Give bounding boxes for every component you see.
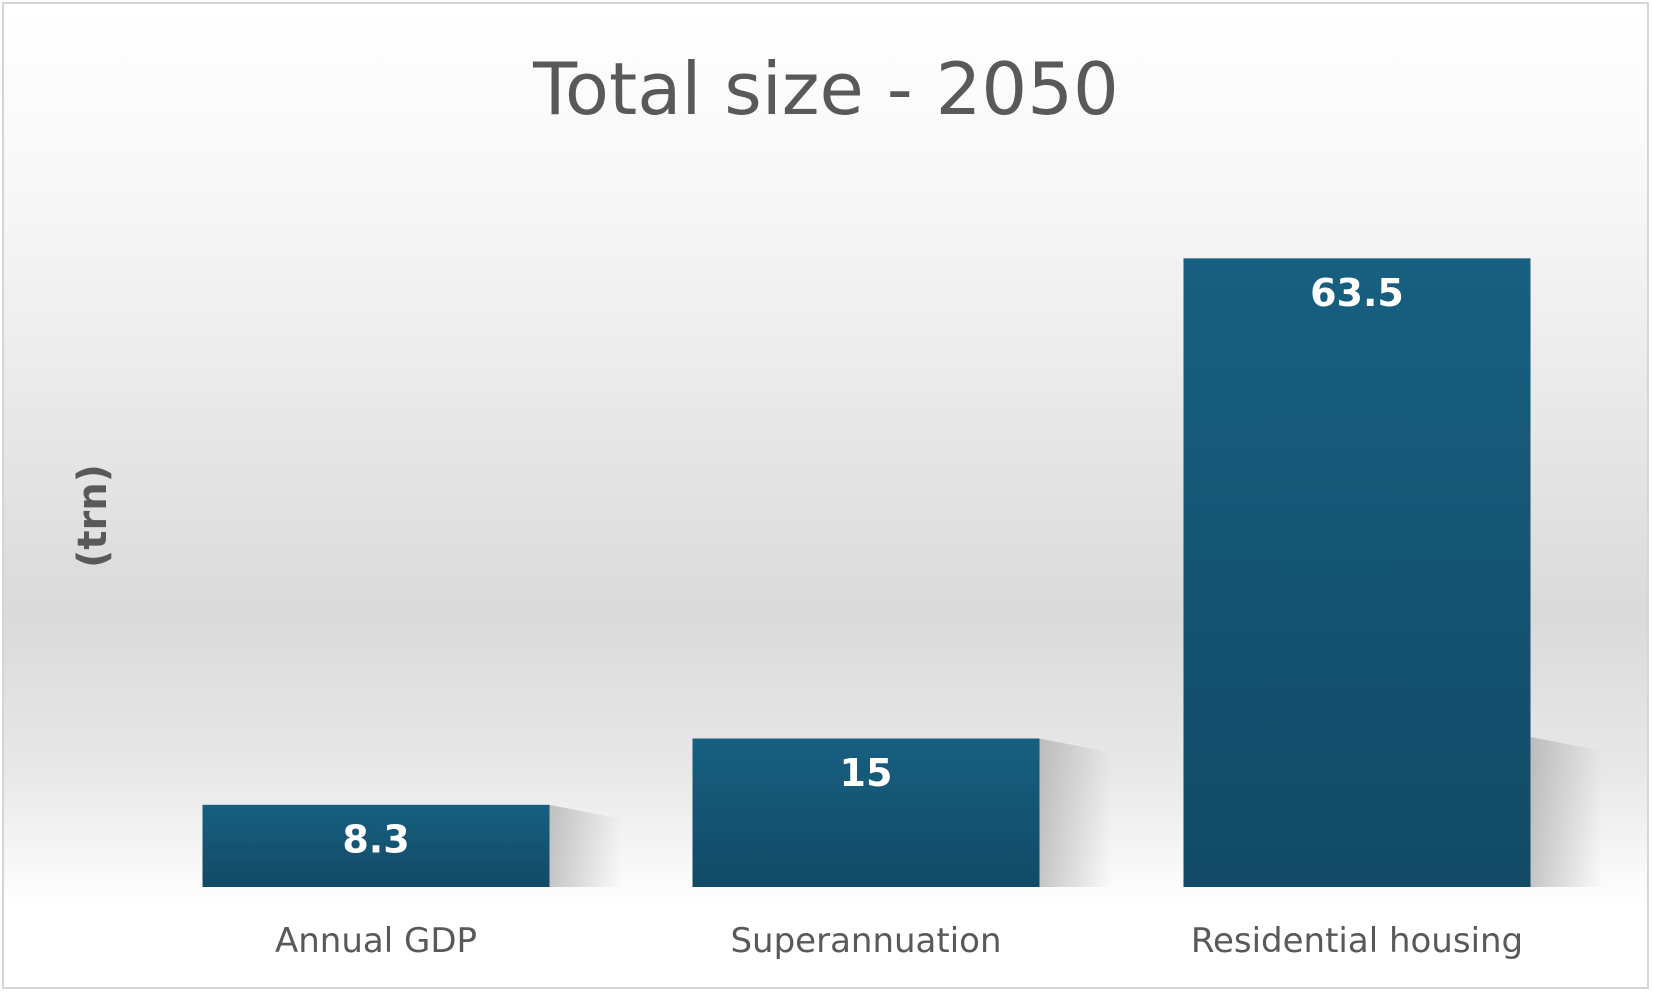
bar-shadow: [1039, 738, 1112, 887]
bar-annual-gdp: [202, 804, 550, 887]
bar-superannuation: [692, 738, 1040, 887]
bar-chart: Total size - 2050 (trn) 8.3 Annual GDP 15 S…: [70, 47, 1603, 961]
data-label-annual-gdp: 8.3: [342, 817, 409, 861]
bar-shadow: [1530, 737, 1603, 887]
data-label-superannuation: 15: [840, 751, 893, 795]
bar-shadow: [549, 804, 622, 887]
bar-residential-housing: [1183, 258, 1531, 888]
bar-series: 8.3 Annual GDP 15 Superannuation 63.5 Residen…: [202, 258, 1603, 961]
data-label-residential-housing: 63.5: [1310, 271, 1404, 315]
y-axis-label: (trn): [70, 464, 116, 568]
x-tick-label-superannuation: Superannuation: [730, 921, 1001, 961]
x-tick-label-residential-housing: Residential housing: [1191, 921, 1523, 961]
chart-title: Total size - 2050: [532, 47, 1119, 131]
x-tick-label-annual-gdp: Annual GDP: [275, 921, 477, 961]
